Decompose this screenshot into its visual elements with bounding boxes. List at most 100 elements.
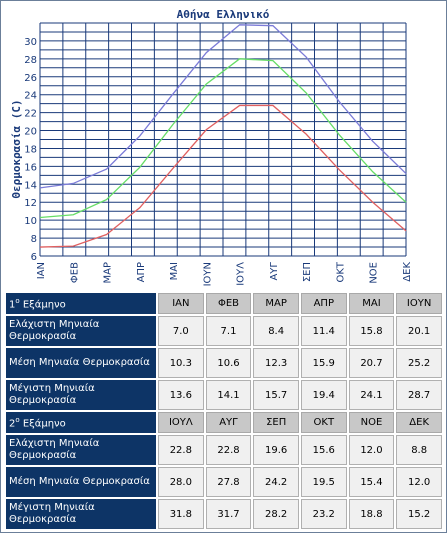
value-cell: 27.8 [205,467,252,497]
value-cell: 28.7 [396,380,442,410]
x-tick-label: ΙΑΝ [36,262,47,279]
semester-number: 1 [9,299,16,311]
semester-header-row: 1ο Εξάμηνο ΙΑΝ ΦΕΒ ΜΑΡ ΑΠΡ ΜΑΙ ΙΟΥΝ [6,293,442,314]
semester-header-row: 2ο Εξάμηνο ΙΟΥΛ ΑΥΓ ΣΕΠ ΟΚΤ ΝΟΕ ΔΕΚ [6,412,442,433]
series-line-1 [39,58,407,219]
table-row: Μέγιστη Μηνιαία Θερμοκρασία 13.6 14.1 15.7 1… [6,380,442,410]
value-cell: 24.1 [348,380,395,410]
x-tick-label: ΑΥΓ [269,262,280,281]
y-tick-label: 8 [31,234,37,245]
table-row: Μέση Μηνιαία Θερμοκρασία 10.3 10.6 12.3 15.9… [6,348,442,378]
table-row: Ελάχιστη Μηνιαία Θερμοκρασία 7.0 7.1 8.4 11.… [6,316,442,346]
semester-label: 2ο Εξάμηνο [6,412,156,433]
x-tick-label: ΔΕΚ [402,262,413,282]
month-header: ΦΕΒ [205,293,252,314]
value-cell: 15.4 [348,467,395,497]
value-cell: 28.0 [158,467,204,497]
table-row: Ελάχιστη Μηνιαία Θερμοκρασία 22.8 22.8 19.6… [6,435,442,465]
value-cell: 11.4 [300,316,347,346]
x-tick-label: ΝΟΕ [369,262,380,284]
temperature-table: 1ο Εξάμηνο ΙΑΝ ΦΕΒ ΜΑΡ ΑΠΡ ΜΑΙ ΙΟΥΝ Ελάχιστη Μη… [4,291,444,531]
value-cell: 28.2 [253,499,299,529]
value-cell: 20.1 [396,316,442,346]
chart-grid [39,22,407,257]
value-cell: 12.3 [253,348,299,378]
month-header: ΟΚΤ [300,412,347,433]
y-tick-label: 20 [24,127,37,138]
y-tick-label: 22 [24,109,37,120]
row-label: Μέση Μηνιαία Θερμοκρασία [6,348,156,378]
value-cell: 10.6 [205,348,252,378]
x-tick-label: ΙΟΥΝ [202,262,213,286]
value-cell: 15.8 [348,316,395,346]
x-tick-label: ΦΕΒ [69,262,80,283]
row-label: Μέση Μηνιαία Θερμοκρασία [6,467,156,497]
month-header: ΙΟΥΛ [158,412,204,433]
value-cell: 31.8 [158,499,204,529]
series-line-2 [39,24,407,189]
y-tick-label: 10 [24,216,37,227]
semester-text: Εξάμηνο [19,418,66,430]
y-tick-label: 30 [24,37,37,48]
y-tick-label: 18 [24,144,37,155]
month-header: ΙΟΥΝ [396,293,442,314]
value-cell: 19.6 [253,435,299,465]
row-label: Μέγιστη Μηνιαία Θερμοκρασία [6,499,156,529]
value-cell: 19.5 [300,467,347,497]
y-tick-labels: 6 8 10 12 14 16 18 20 22 24 26 28 30 [24,37,37,263]
table-row: Μέγιστη Μηνιαία Θερμοκρασία 31.8 31.7 28.2 2… [6,499,442,529]
value-cell: 25.2 [396,348,442,378]
value-cell: 15.7 [253,380,299,410]
x-tick-label: ΜΑΙ [169,262,180,280]
y-tick-label: 24 [24,91,37,102]
month-header: ΣΕΠ [253,412,299,433]
row-label: Ελάχιστη Μηνιαία Θερμοκρασία [6,316,156,346]
value-cell: 20.7 [348,348,395,378]
month-header: ΑΠΡ [300,293,347,314]
value-cell: 24.2 [253,467,299,497]
x-tick-label: ΟΚΤ [335,261,346,282]
value-cell: 15.2 [396,499,442,529]
value-cell: 7.1 [205,316,252,346]
x-tick-labels: ΙΑΝ ΦΕΒ ΜΑΡ ΑΠΡ ΜΑΙ ΙΟΥΝ ΙΟΥΛ ΑΥΓ ΣΕΠ ΟΚΤ ΝΟΕ ΔΕΚ [36,261,413,286]
value-cell: 15.9 [300,348,347,378]
month-header: ΔΕΚ [396,412,442,433]
semester-label: 1ο Εξάμηνο [6,293,156,314]
semester-number: 2 [9,418,16,430]
value-cell: 18.8 [348,499,395,529]
temperature-chart: Αθήνα Ελληνικό Θερμοκρασία (C) 6 8 10 12 14 1… [10,8,413,286]
semester-superscript: ο [15,296,20,305]
month-header: ΜΑΡ [253,293,299,314]
x-tick-label: ΜΑΡ [103,262,114,284]
y-tick-label: 28 [24,55,37,66]
value-cell: 19.4 [300,380,347,410]
value-cell: 12.0 [348,435,395,465]
month-header: ΑΥΓ [205,412,252,433]
semester-superscript: ο [15,415,20,424]
x-tick-label: ΙΟΥΛ [236,262,247,286]
value-cell: 10.3 [158,348,204,378]
series-lines [39,24,407,248]
value-cell: 14.1 [205,380,252,410]
chart-title: Αθήνα Ελληνικό [177,8,270,21]
y-tick-label: 6 [31,252,37,263]
month-header: ΙΑΝ [158,293,204,314]
y-tick-label: 16 [24,162,37,173]
table-row: Μέση Μηνιαία Θερμοκρασία 28.0 27.8 24.2 19.5… [6,467,442,497]
row-label: Ελάχιστη Μηνιαία Θερμοκρασία [6,435,156,465]
y-tick-label: 12 [24,198,37,209]
y-tick-label: 14 [24,180,37,191]
series-line-0 [39,104,407,248]
value-cell: 31.7 [205,499,252,529]
semester-text: Εξάμηνο [19,299,66,311]
y-axis-label: Θερμοκρασία (C) [10,99,23,198]
value-cell: 15.6 [300,435,347,465]
value-cell: 22.8 [205,435,252,465]
value-cell: 13.6 [158,380,204,410]
value-cell: 23.2 [300,499,347,529]
row-label: Μέγιστη Μηνιαία Θερμοκρασία [6,380,156,410]
value-cell: 8.8 [396,435,442,465]
x-tick-label: ΑΠΡ [136,262,147,282]
value-cell: 22.8 [158,435,204,465]
